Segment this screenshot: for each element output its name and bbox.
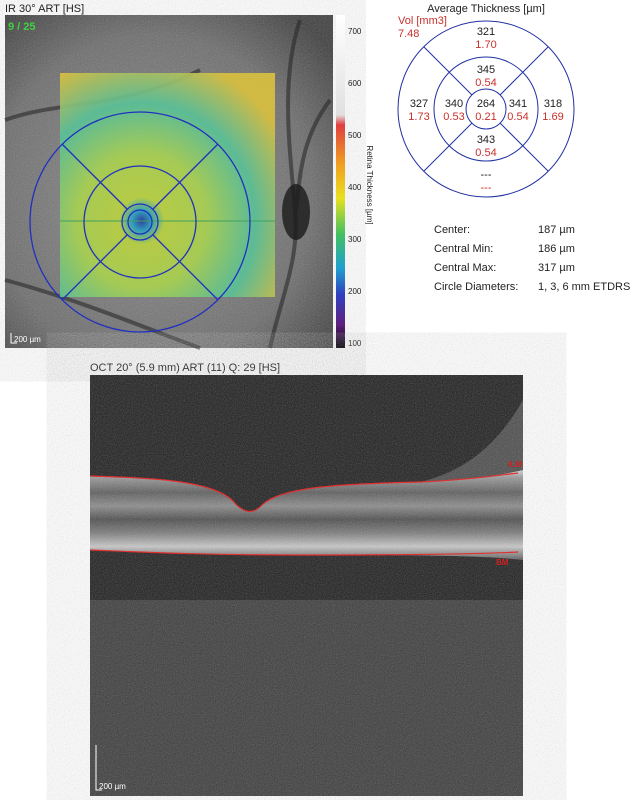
stat-value: 186 µm <box>538 243 575 255</box>
ilm-line <box>89 472 519 513</box>
fundus-panel: IR 30° ART [HS] 9 / 25 200 µm <box>4 3 333 350</box>
ilm-label: ILM <box>508 460 522 469</box>
etdrs-title: Average Thickness [µm] <box>427 3 545 15</box>
oct-speckle <box>90 375 523 796</box>
optic-disc <box>282 184 310 240</box>
sector-volume: 1.73 <box>408 111 429 123</box>
etdrs-chart: Average Thickness [µm] Vol [mm3] 7.48 26… <box>397 3 575 198</box>
sector-volume: 1.70 <box>475 39 496 51</box>
sector-volume: 0.21 <box>475 111 496 123</box>
colorbar-tick-label: 500 <box>348 131 362 140</box>
etdrs-grid-overlay <box>29 111 251 333</box>
colorbar-tick-label: 100 <box>348 339 362 348</box>
stat-value: 1, 3, 6 mm ETDRS <box>538 281 630 293</box>
colorbar-tick-label: 700 <box>348 27 362 36</box>
sector-thickness: 321 <box>477 26 495 38</box>
thickness-map <box>60 73 275 297</box>
sector-thickness: 345 <box>477 64 495 76</box>
stat-label: Center: <box>434 224 470 236</box>
bm-line <box>89 549 519 556</box>
colorbar-tick-label: 400 <box>348 183 362 192</box>
sector-volume: 0.54 <box>507 111 528 123</box>
sector-thickness: --- <box>481 169 492 181</box>
sector-volume: 0.54 <box>475 77 496 89</box>
stats-table: Center: 187 µm Central Min: 186 µm Central M… <box>434 224 630 293</box>
bm-label: BM <box>496 558 509 567</box>
colorbar-ticks: 700 600 500 400 300 200 100 <box>348 27 362 348</box>
vol-total: 7.48 <box>398 28 419 40</box>
colorbar-tick-label: 600 <box>348 79 362 88</box>
vol-label: Vol [mm3] <box>398 15 447 27</box>
stat-value: 317 µm <box>538 262 575 274</box>
colorbar-label: Retina Thickness [µm] <box>365 145 374 224</box>
stat-label: Central Max: <box>434 262 496 274</box>
colorbar-gradient <box>336 15 345 348</box>
fundus-scale: 200 µm <box>14 335 41 344</box>
scale-bar <box>10 333 17 344</box>
sector-thickness: 341 <box>509 98 527 110</box>
sector-thickness: 343 <box>477 134 495 146</box>
oct-scale: 200 µm <box>99 782 126 791</box>
colorbar-tick-label: 300 <box>348 235 362 244</box>
sector-thickness: 318 <box>544 98 562 110</box>
oct-panel: OCT 20° (5.9 mm) ART (11) Q: 29 [HS] ILM… <box>89 362 523 796</box>
sector-volume: 1.69 <box>542 111 563 123</box>
oct-scale-bar <box>95 745 102 791</box>
fundus-title: IR 30° ART [HS] <box>5 3 84 15</box>
image-counter: 9 / 25 <box>8 21 36 33</box>
sector-thickness: 340 <box>445 98 463 110</box>
stat-value: 187 µm <box>538 224 575 236</box>
oct-title: OCT 20° (5.9 mm) ART (11) Q: 29 [HS] <box>90 362 280 374</box>
sector-thickness: 327 <box>410 98 428 110</box>
colorbar-tick-label: 200 <box>348 287 362 296</box>
stat-label: Circle Diameters: <box>434 281 518 293</box>
etdrs-rings <box>397 20 575 198</box>
etdrs-sectors: 2640.213450.543400.533410.543430.543211.… <box>408 26 563 194</box>
stat-label: Central Min: <box>434 243 493 255</box>
sector-volume: 0.54 <box>475 147 496 159</box>
colorbar: 700 600 500 400 300 200 100 Retina Thickness [… <box>336 15 374 348</box>
sector-volume: 0.53 <box>443 111 464 123</box>
sector-volume: --- <box>481 182 492 194</box>
sector-thickness: 264 <box>477 98 495 110</box>
